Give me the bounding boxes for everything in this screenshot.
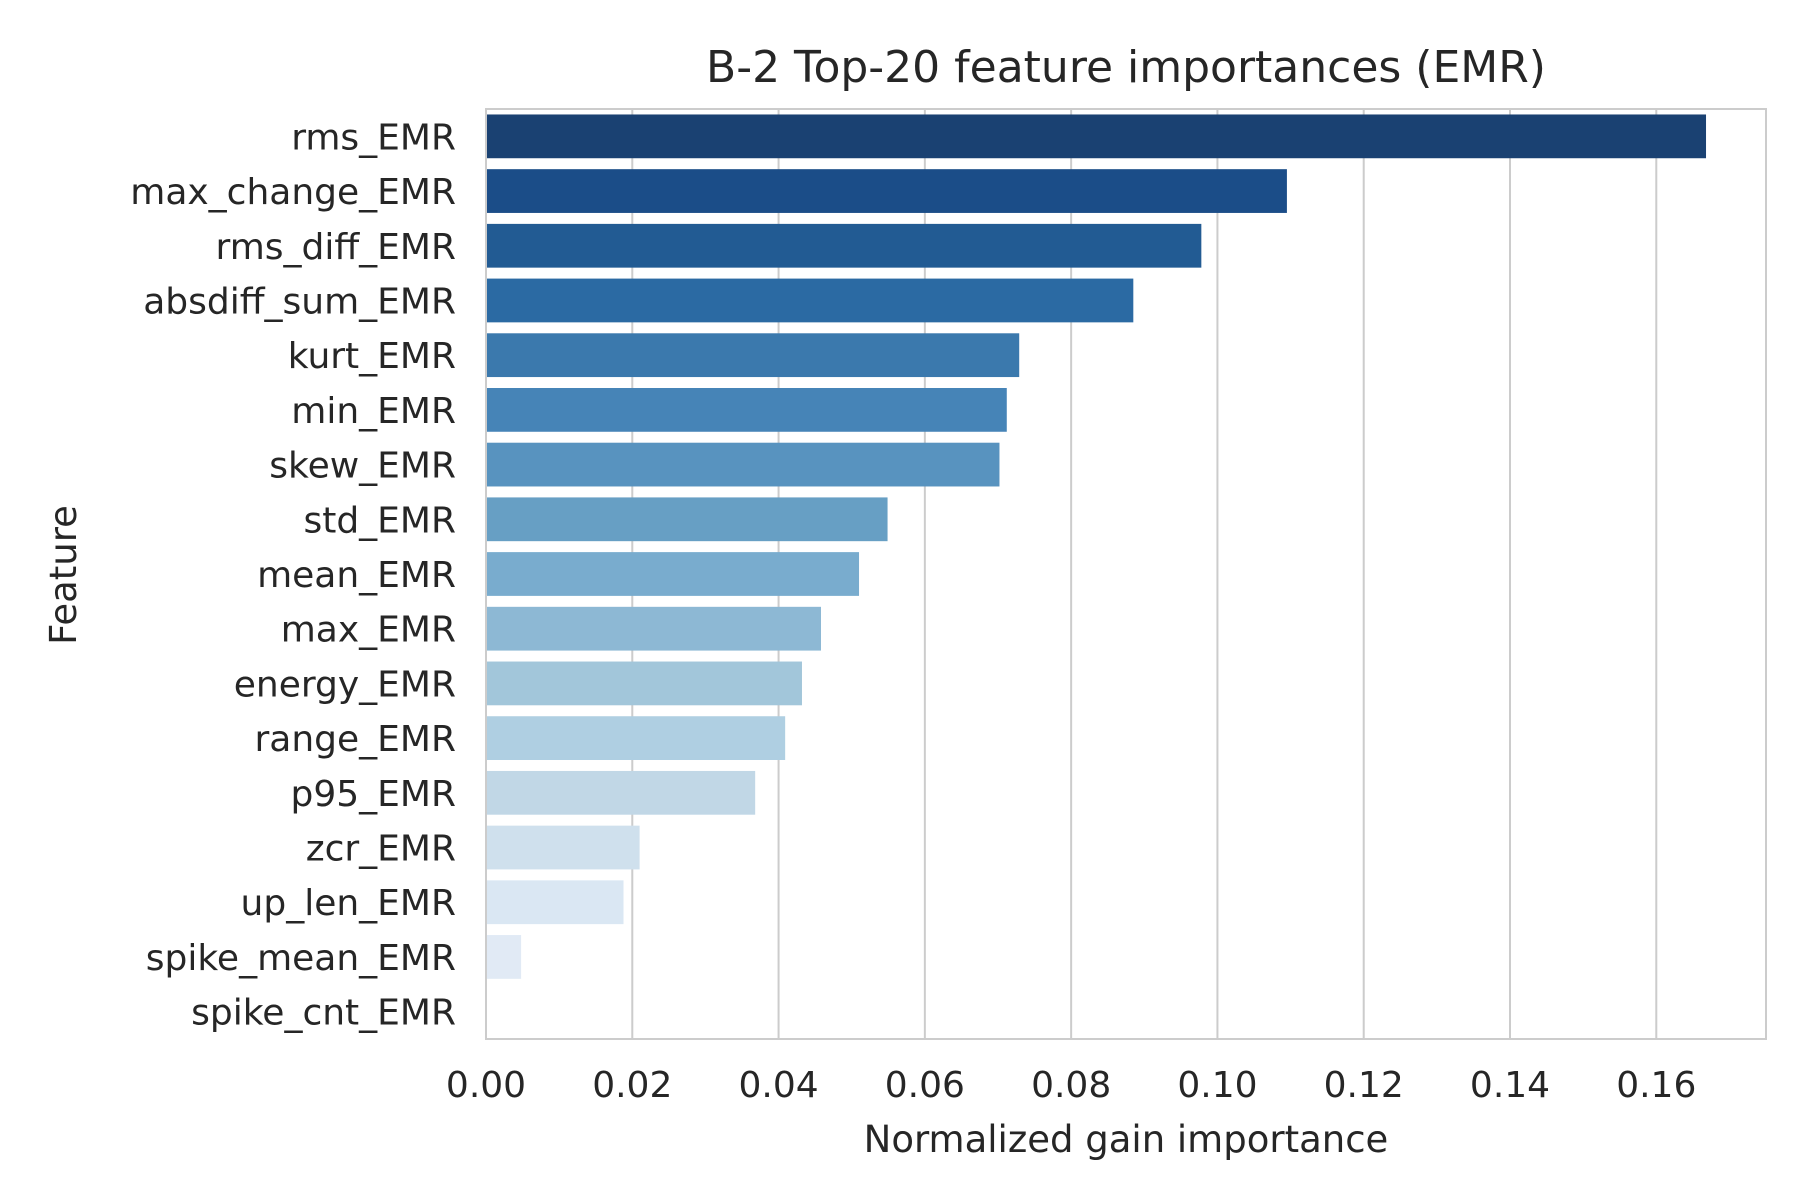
x-tick-label: 0.14 xyxy=(1470,1065,1550,1106)
category-label: up_len_EMR xyxy=(241,883,456,924)
chart-title: B-2 Top-20 feature importances (EMR) xyxy=(706,42,1546,93)
category-label: energy_EMR xyxy=(234,664,456,705)
category-label: spike_cnt_EMR xyxy=(191,993,456,1034)
category-label: zcr_EMR xyxy=(306,829,456,870)
bar-std-emr xyxy=(486,497,888,542)
category-label: range_EMR xyxy=(255,719,457,760)
x-tick-label: 0.00 xyxy=(446,1065,526,1106)
bar-min-emr xyxy=(486,388,1007,432)
bar-p95-emr xyxy=(486,770,756,815)
bar-range-emr xyxy=(486,716,786,760)
plot-frame xyxy=(485,108,1767,1040)
x-tick-label: 0.04 xyxy=(738,1065,818,1106)
category-label: absdiff_sum_EMR xyxy=(143,281,456,322)
category-label: max_change_EMR xyxy=(130,172,456,213)
category-label: kurt_EMR xyxy=(288,336,456,377)
x-tick-label: 0.12 xyxy=(1324,1065,1404,1106)
bar-kurt-emr xyxy=(486,333,1020,378)
bar-zcr-emr xyxy=(486,825,640,870)
category-labels: rms_EMR max_change_EMR rms_diff_EMRabsdiff… xyxy=(130,117,456,1033)
category-label: mean_EMR xyxy=(257,555,456,596)
category-label: max_EMR xyxy=(281,610,456,651)
bar-energy-emr xyxy=(486,661,802,706)
category-label: min_EMR xyxy=(291,391,456,432)
x-tick-label: 0.16 xyxy=(1616,1065,1696,1106)
bar-max-change-emr xyxy=(486,169,1287,213)
x-tick-labels: 0.00 0.02 0.04 0.06 0.08 0.10 0.12 0.14 0.16 xyxy=(446,1065,1696,1106)
category-label: spike_mean_EMR xyxy=(146,938,456,979)
category-label: rms_diff_EMR xyxy=(216,227,456,268)
category-label: skew_EMR xyxy=(269,446,456,487)
bar-rms-diff-emr xyxy=(486,223,1202,268)
x-tick-label: 0.02 xyxy=(592,1065,672,1106)
bar-spike-mean-emr xyxy=(486,935,522,979)
x-axis-label: Normalized gain importance xyxy=(864,1118,1389,1161)
category-label: rms_EMR xyxy=(291,117,456,158)
x-tick-label: 0.10 xyxy=(1177,1065,1257,1106)
y-axis-label: Feature xyxy=(42,505,85,645)
bar-mean-emr xyxy=(486,552,860,596)
bar-skew-emr xyxy=(486,442,1000,487)
category-label: p95_EMR xyxy=(291,774,456,815)
bar-up-len-emr xyxy=(486,880,624,925)
x-tick-label: 0.08 xyxy=(1031,1065,1111,1106)
bar-absdiff-sum-emr xyxy=(486,278,1134,323)
bar-max-emr xyxy=(486,606,821,651)
bar-layer xyxy=(486,114,1707,979)
bar-rms-emr xyxy=(486,114,1707,159)
category-label: std_EMR xyxy=(303,500,456,541)
x-tick-label: 0.06 xyxy=(885,1065,965,1106)
